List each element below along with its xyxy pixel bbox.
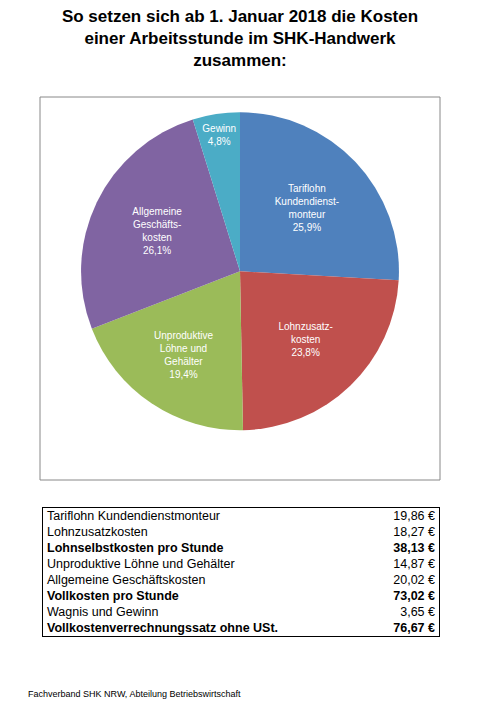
html-text:Lohnzusatzkosten: Lohnzusatzkosten [47,525,148,539]
html-text:Fachverband SHK NRW, Abteilung: Fachverband SHK NRW, Abteilung Betriebsw… [28,689,241,699]
svg-text:TariflohnKundendienst-monteur2: TariflohnKundendienst-monteur25,9% [275,183,340,233]
html-text:Tariflohn Kundendienstmonteur: Tariflohn Kundendienstmonteur [47,509,220,523]
html-text:20,02 €: 20,02 € [393,573,435,587]
html-text:Vollkostenverrechnungssatz ohn: Vollkostenverrechnungssatz ohne USt. [47,621,279,635]
svg-text:So setzen sich ab 1. Januar 20: So setzen sich ab 1. Januar 2018 die Kos… [62,7,418,70]
html-text:19,86 €: 19,86 € [393,509,435,523]
svg-text:Lohnzusatz-kosten23,8%: Lohnzusatz-kosten23,8% [278,321,332,358]
html-text:Unproduktive Löhne und Gehälte: Unproduktive Löhne und Gehälter [47,557,235,571]
html-text:18,27 €: 18,27 € [393,525,435,539]
html-text:73,02 €: 73,02 € [393,589,435,603]
html-text:38,13 €: 38,13 € [393,541,435,555]
svg-text:UnproduktiveLöhne undGehälter1: UnproduktiveLöhne undGehälter19,4% [154,330,213,380]
svg-text:Gewinn4,8%: Gewinn4,8% [202,123,236,147]
html-text:Wagnis und Gewinn: Wagnis und Gewinn [47,605,159,619]
html-text:14,87 €: 14,87 € [393,557,435,571]
html-text:Vollkosten pro Stunde: Vollkosten pro Stunde [47,589,179,603]
html-text:3,65 €: 3,65 € [400,605,435,619]
html-text:Allgemeine Geschäftskosten: Allgemeine Geschäftskosten [47,573,206,587]
svg-text:AllgemeineGeschäfts-kosten26,1: AllgemeineGeschäfts-kosten26,1% [132,206,182,256]
html-text:Lohnselbstkosten pro Stunde: Lohnselbstkosten pro Stunde [47,541,224,555]
html-text:76,67 €: 76,67 € [393,621,435,635]
